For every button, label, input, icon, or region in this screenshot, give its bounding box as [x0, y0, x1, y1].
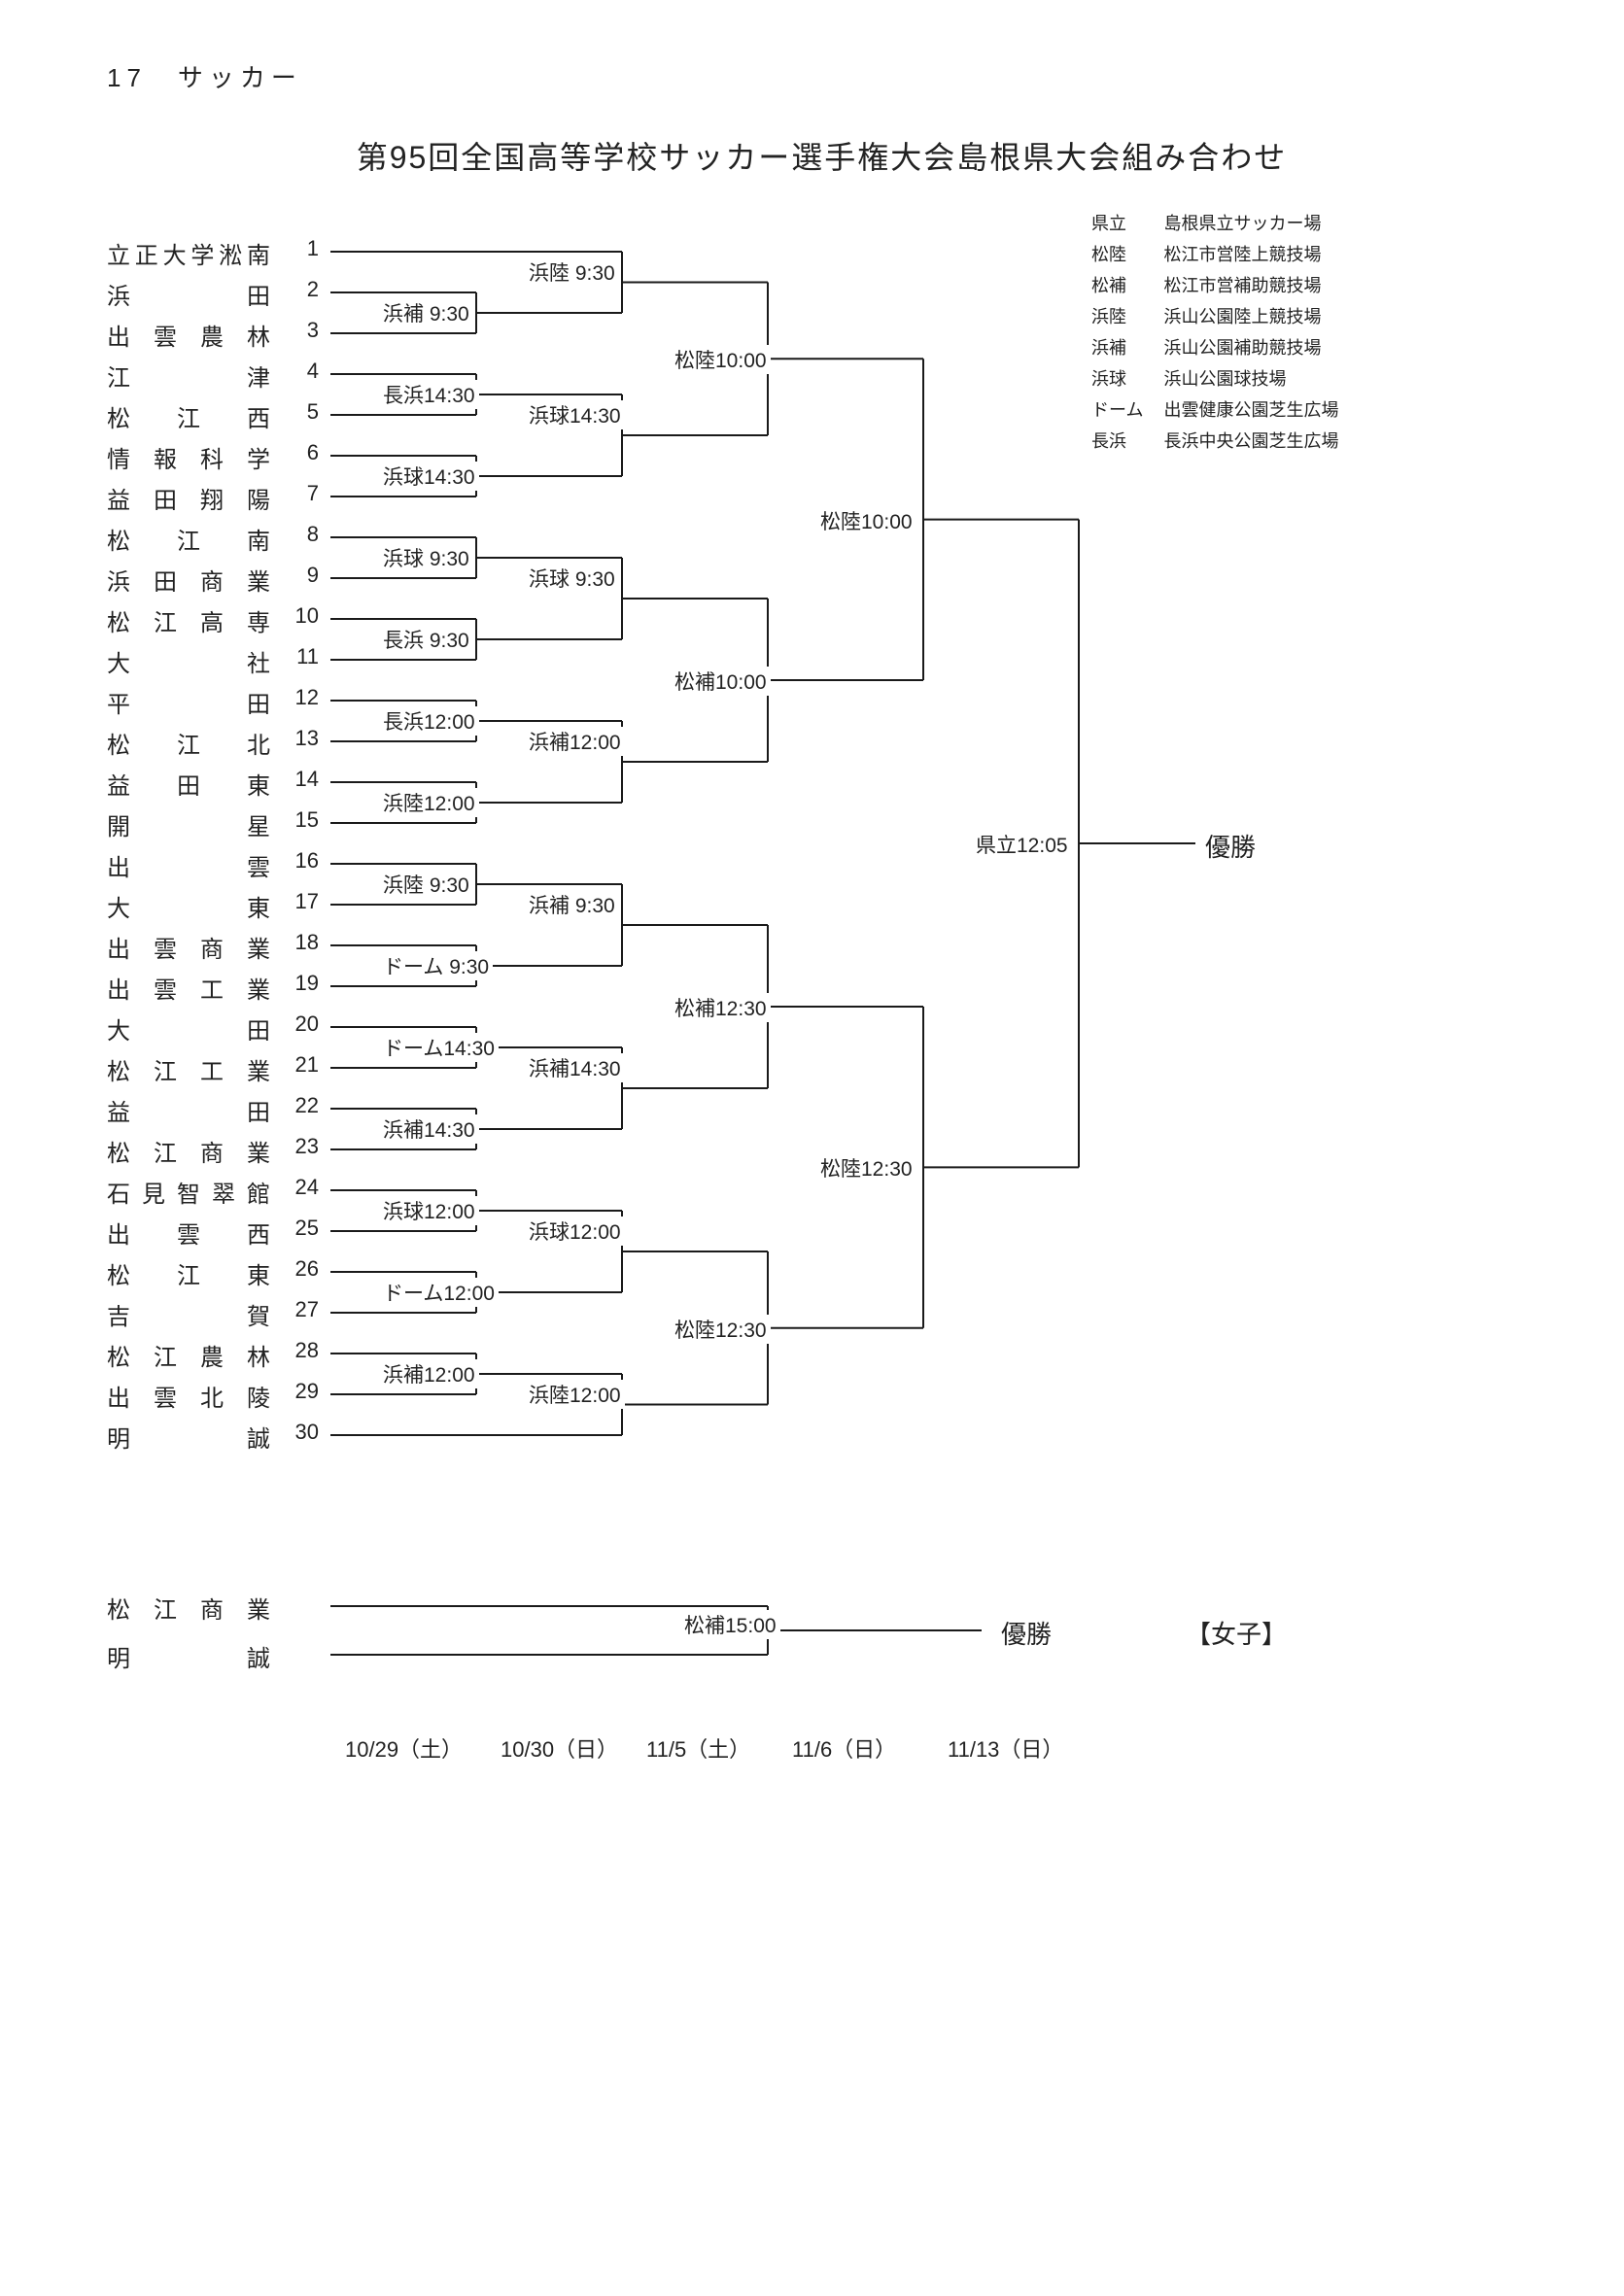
- r3-1: 松補10:00: [671, 667, 771, 696]
- r4-0: 松陸10:00: [816, 506, 916, 535]
- r2-2: 浜球 9:30: [525, 564, 619, 593]
- r4-1: 松陸12:30: [816, 1153, 916, 1182]
- r1-1: 長浜14:30: [379, 380, 479, 409]
- page-header: 17 サッカー: [107, 58, 1537, 94]
- r2-7: 浜陸12:00: [525, 1380, 625, 1409]
- r2-3: 浜補12:00: [525, 727, 625, 756]
- winner-label: 優勝: [1205, 828, 1256, 864]
- r1-12: ドーム12:00: [379, 1278, 499, 1307]
- date-2: 11/5（土）: [646, 1732, 750, 1764]
- womens-winner-label: 優勝: [1001, 1615, 1052, 1651]
- r1-5: 長浜12:00: [379, 706, 479, 736]
- r1-11: 浜球12:00: [379, 1196, 479, 1225]
- r2-5: 浜補14:30: [525, 1053, 625, 1082]
- r1-2: 浜球14:30: [379, 462, 479, 491]
- r1-3: 浜球 9:30: [379, 543, 473, 572]
- r3-2: 松補12:30: [671, 993, 771, 1022]
- r2-1: 浜球14:30: [525, 400, 625, 429]
- r3-3: 松陸12:30: [671, 1315, 771, 1344]
- r1-6: 浜陸12:00: [379, 788, 479, 817]
- womens-team-1: 明 誠: [107, 1639, 272, 1673]
- womens-team-0: 松 江 商 業: [107, 1591, 272, 1625]
- r1-4: 長浜 9:30: [379, 625, 473, 654]
- date-3: 11/6（日）: [792, 1732, 896, 1764]
- date-4: 11/13（日）: [948, 1732, 1063, 1764]
- tournament-title: 第95回全国高等学校サッカー選手権大会島根県大会組み合わせ: [107, 133, 1537, 178]
- date-1: 10/30（日）: [501, 1732, 618, 1764]
- r2-4: 浜補 9:30: [525, 890, 619, 919]
- r1-7: 浜陸 9:30: [379, 870, 473, 899]
- final: 県立12:05: [972, 830, 1072, 859]
- r2-0: 浜陸 9:30: [525, 257, 619, 287]
- r2-6: 浜球12:00: [525, 1217, 625, 1246]
- r1-0: 浜補 9:30: [379, 298, 473, 327]
- womens-final: 松補15:00: [680, 1610, 780, 1639]
- r1-10: 浜補14:30: [379, 1114, 479, 1144]
- date-0: 10/29（土）: [345, 1732, 463, 1764]
- womens-header: 【女子】: [1186, 1615, 1287, 1651]
- r1-13: 浜補12:00: [379, 1359, 479, 1388]
- r1-8: ドーム 9:30: [379, 951, 493, 980]
- venue-legend: 県立島根県立サッカー場松陸松江市営陸上競技場松補松江市営補助競技場浜陸浜山公園陸…: [1088, 207, 1341, 458]
- r1-9: ドーム14:30: [379, 1033, 499, 1062]
- r3-0: 松陸10:00: [671, 345, 771, 374]
